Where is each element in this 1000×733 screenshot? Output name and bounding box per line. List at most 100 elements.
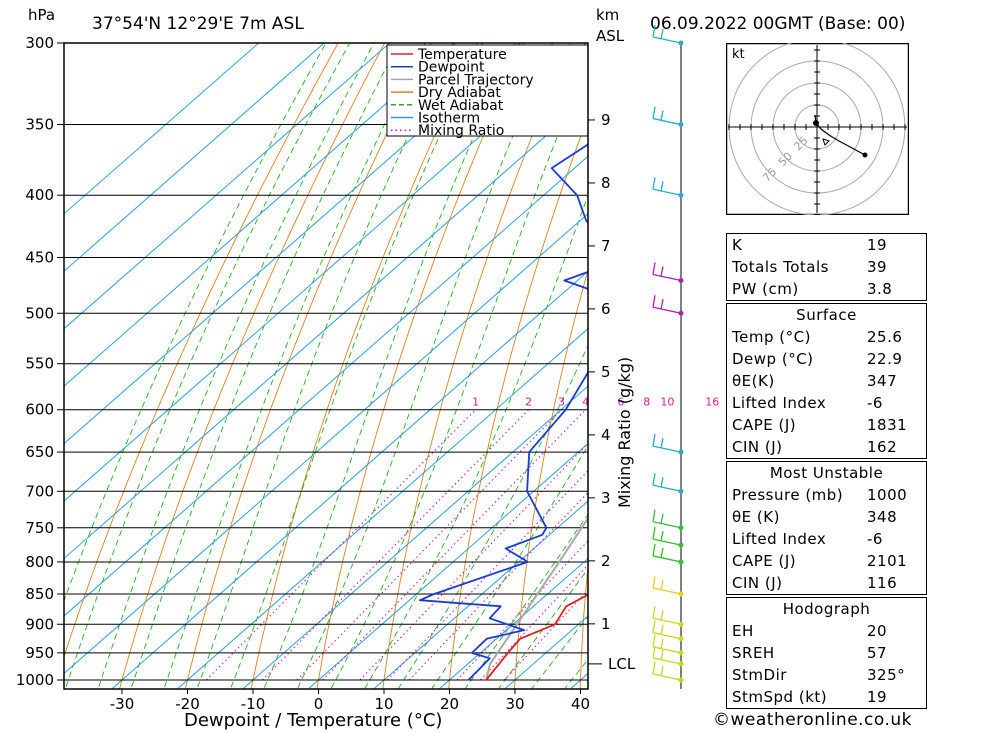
datetime-title: 06.09.2022 00GMT (Base: 00) (650, 14, 905, 34)
mixing-ratio-label: 2 (525, 396, 532, 409)
stat-row: θE(K) 347 (727, 370, 926, 392)
stat-label: CAPE (J) (732, 552, 797, 570)
stat-label: Lifted Index (732, 394, 827, 412)
x-tick-label: -30 (110, 695, 135, 713)
stat-value: 116 (867, 574, 898, 592)
wind-barb (652, 634, 682, 654)
stat-value: 25.6 (867, 328, 903, 346)
stat-value: 57 (867, 644, 888, 662)
dry-adiabat-line (950, 7, 996, 706)
hodograph-unit: kt (732, 47, 745, 62)
mixing-ratio-line (479, 564, 588, 681)
mixing-ratio-label: 4 (582, 396, 589, 409)
profiles (419, 143, 588, 681)
stat-label: CIN (J) (732, 574, 783, 592)
stat-label: CIN (J) (732, 438, 783, 456)
pressure-tick-label: 950 (25, 644, 54, 662)
wet-adiabat-line (363, 194, 588, 689)
legend-label: Temperature (417, 47, 507, 63)
altitude-tick-label: 2 (601, 552, 611, 570)
stat-value: -6 (867, 530, 883, 548)
wet-adiabat-line (229, 43, 484, 689)
legend-label: Wet Adiabat (418, 98, 504, 114)
stat-row: K 19 (727, 234, 926, 256)
stat-row: Pressure (mb) 1000 (727, 484, 926, 506)
dry-adiabat-line (119, 43, 386, 689)
isotherm-line (176, 328, 588, 689)
mixing-ratio-line (296, 409, 562, 681)
wet-adiabat-line (196, 43, 454, 689)
isotherm-line (307, 442, 588, 689)
wind-barb (652, 473, 682, 492)
stat-label: Pressure (mb) (732, 486, 844, 504)
most-unstable-title: Most Unstable (769, 464, 884, 482)
wind-barb (652, 262, 682, 282)
mixing-ratio-label: 10 (660, 396, 674, 409)
dry-adiabat-line (579, 561, 588, 689)
stat-row: CAPE (J) 1831 (727, 414, 926, 436)
x-axis-label: Dewpoint / Temperature (°C) (184, 710, 442, 731)
pressure-lines (57, 42, 588, 681)
mixing-ratio-line (503, 589, 588, 681)
pressure-tick-label: 300 (25, 34, 54, 52)
x-tick-label: 10 (374, 695, 393, 713)
wet-adiabat-line (64, 43, 327, 603)
stat-value: 19 (867, 236, 888, 254)
stat-row: Dewp (°C) 22.9 (727, 348, 926, 370)
pressure-tick-label: 850 (25, 585, 54, 603)
pressure-tick-label: 500 (25, 304, 54, 322)
wind-barb (652, 177, 682, 196)
mixing-ratio-axis-label: Mixing Ratio (g/kg) (615, 357, 634, 508)
stat-value: 1000 (867, 486, 908, 504)
pressure-tick-label: 400 (25, 186, 54, 204)
stat-row: CAPE (J) 2101 (727, 550, 926, 572)
wind-barbs (652, 24, 684, 689)
stat-row: StmDir 325° (727, 664, 926, 686)
isotherm-line (64, 155, 588, 617)
legend-label: Mixing Ratio (418, 123, 504, 139)
stat-row: Totals Totals 39 (727, 256, 926, 278)
stat-row: StmSpd (kt) 19 (727, 686, 926, 708)
pressure-tick-label: 800 (25, 553, 54, 571)
stat-row: PW (cm) 3.8 (727, 278, 926, 300)
isotherm-line (241, 385, 588, 689)
legend-label: Parcel Trajectory (418, 72, 534, 88)
altitude-tick-label: 7 (601, 237, 611, 255)
wind-barb (652, 661, 682, 681)
wind-barb (652, 509, 682, 529)
hodograph-end-dot (862, 152, 868, 158)
storm-motion-marker (822, 138, 830, 146)
wind-barb (652, 606, 682, 625)
altitude-tick-label: 6 (601, 300, 611, 318)
surface-panel: Surface Temp (°C) 25.6 Dewp (°C) 22.9 θE(K… (726, 303, 927, 459)
stat-label: EH (732, 622, 754, 640)
wind-barb (652, 543, 682, 563)
most-unstable-panel: Most Unstable Pressure (mb) 1000 θE (K) 34… (726, 461, 927, 595)
mixing-ratio-label: 6 (617, 396, 624, 409)
mixing-ratio-label: 16 (705, 396, 719, 409)
dry-adiabat-line (250, 43, 479, 689)
mixing-ratio-line (359, 442, 588, 681)
isotherm-line (372, 500, 588, 689)
stat-value: -6 (867, 394, 883, 412)
stat-row: Lifted Index -6 (727, 528, 926, 550)
wet-adiabat-line (397, 344, 588, 689)
mixing-ratio-label: 1 (472, 396, 479, 409)
stat-value: 22.9 (867, 350, 903, 368)
x-tick-label: -10 (241, 695, 266, 713)
wet-adiabat-line (296, 43, 554, 689)
stat-row: θE (K) 348 (727, 506, 926, 528)
legend-label: Isotherm (418, 111, 480, 127)
lcl-label: LCL (608, 655, 636, 673)
stat-value: 19 (867, 688, 888, 706)
stat-value: 20 (867, 622, 888, 640)
pressure-tick-label: 650 (25, 443, 54, 461)
isotherm-line (64, 43, 325, 272)
stat-row: Temp (°C) 25.6 (727, 326, 926, 348)
isotherm-line (64, 98, 588, 560)
pressure-tick-label: 700 (25, 482, 54, 500)
stat-label: Totals Totals (732, 258, 829, 276)
pressure-tick-label: 550 (25, 355, 54, 373)
